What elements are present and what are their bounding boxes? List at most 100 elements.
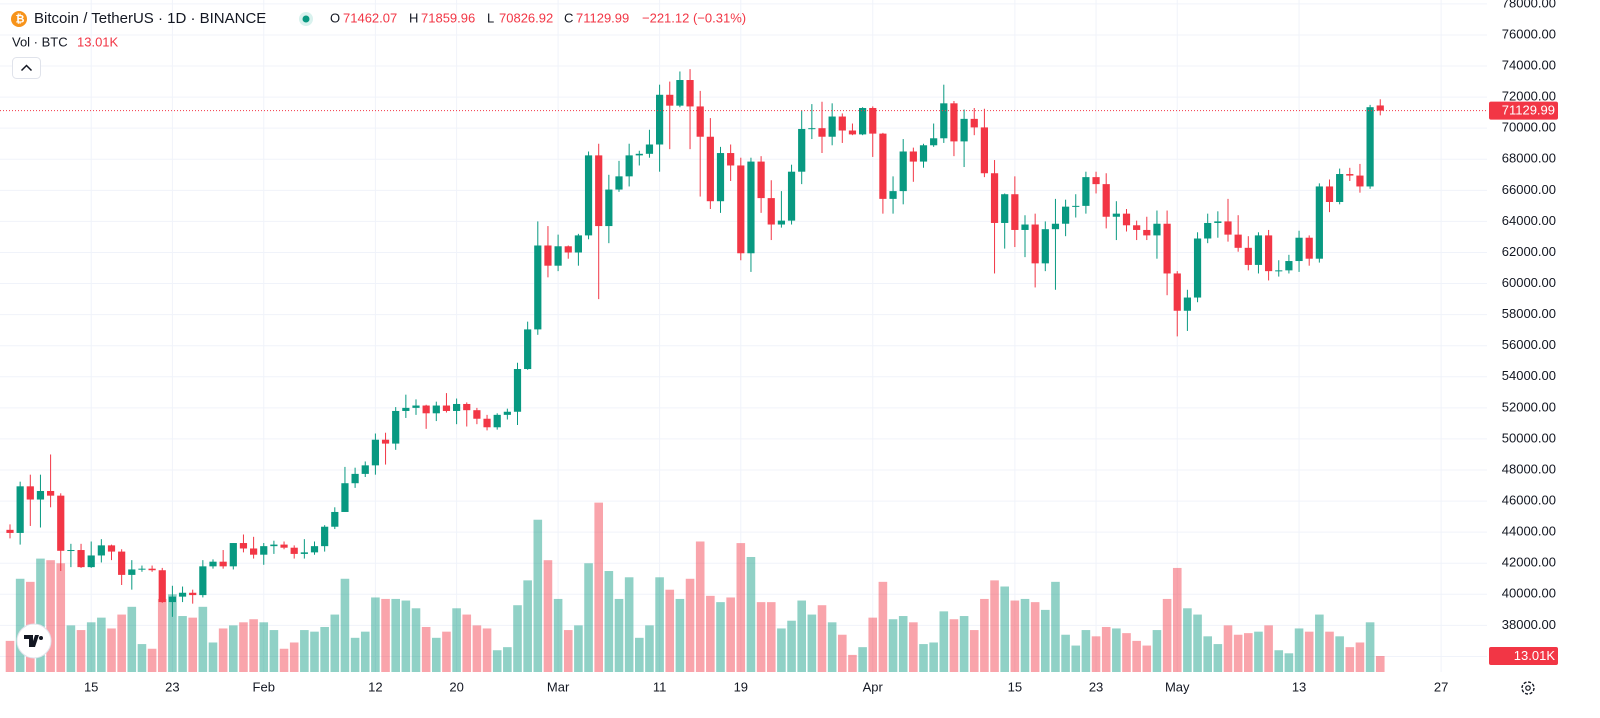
candle-body — [1082, 177, 1090, 206]
volume-bar — [1071, 645, 1081, 672]
volume-bar — [980, 598, 989, 672]
volume-bar — [208, 642, 218, 672]
y-tick-label: 64000.00 — [1502, 213, 1556, 228]
volume-bar — [929, 642, 938, 672]
volume-bar — [503, 647, 512, 672]
volume-bar — [543, 560, 553, 672]
candle-body — [1062, 206, 1070, 224]
candle-body — [584, 155, 593, 236]
volume-bar — [421, 626, 431, 672]
volume-bar — [279, 648, 289, 672]
volume-bar — [513, 605, 522, 672]
candle-body — [960, 118, 968, 142]
candle-body — [260, 546, 268, 555]
volume-bar — [117, 614, 126, 672]
candle-body — [980, 127, 988, 174]
y-tick-label: 78000.00 — [1502, 0, 1556, 10]
candle-body — [77, 550, 85, 568]
candle-body — [270, 544, 278, 547]
y-tick-label: 68000.00 — [1502, 151, 1556, 166]
x-tick-label: 12 — [368, 679, 382, 694]
candle-body — [67, 550, 75, 552]
settings-gear-hub — [1525, 685, 1531, 691]
volume-bar — [340, 578, 350, 672]
candle-body — [970, 118, 978, 128]
volume-bar — [716, 602, 725, 672]
candle-body — [889, 191, 897, 199]
candle-body — [1356, 175, 1364, 187]
volume-bar — [1213, 644, 1223, 672]
candle-body — [767, 198, 775, 225]
y-tick-label: 50000.00 — [1502, 430, 1556, 445]
volume-value: 13.01K — [77, 34, 119, 49]
volume-bar — [655, 577, 664, 672]
x-tick-label: 23 — [1089, 679, 1103, 694]
y-tick-label: 38000.00 — [1502, 617, 1556, 632]
y-tick-label: 58000.00 — [1502, 306, 1556, 321]
x-tick-label: 23 — [165, 679, 179, 694]
y-tick-label: 72000.00 — [1502, 89, 1556, 104]
market-status-dot — [302, 15, 310, 23]
candle-body — [716, 153, 725, 202]
volume-bar — [746, 556, 756, 672]
candle-body — [615, 176, 623, 190]
volume-bar — [1345, 647, 1355, 672]
y-tick-label: 40000.00 — [1502, 586, 1556, 601]
candle-body — [229, 543, 237, 567]
volume-bar — [107, 628, 116, 672]
volume-bar — [574, 625, 583, 672]
volume-bar — [472, 625, 482, 672]
candle-body — [290, 547, 298, 554]
logo-glyph — [24, 635, 39, 647]
candle-body — [1051, 223, 1060, 230]
y-tick-label: 74000.00 — [1502, 57, 1556, 72]
candle-body — [463, 403, 471, 411]
y-tick-label: 56000.00 — [1502, 337, 1556, 352]
candle-body — [940, 103, 948, 139]
volume-bar — [127, 606, 137, 672]
candle-body — [635, 153, 643, 156]
y-tick-label: 42000.00 — [1502, 555, 1556, 570]
symbol-icon — [11, 11, 27, 27]
candle-body — [483, 418, 491, 428]
candle-body — [737, 165, 745, 254]
volume-bar — [1264, 625, 1273, 672]
ohlc-value: 71462.07 — [343, 10, 397, 25]
settings-button[interactable] — [1521, 681, 1535, 695]
volume-bar — [1284, 653, 1294, 672]
candle-body — [219, 561, 227, 567]
volume-bar — [1152, 630, 1162, 672]
candle-body — [1204, 222, 1212, 239]
volume-bar — [218, 628, 228, 672]
volume-bar — [898, 616, 908, 672]
candle-body — [1325, 186, 1334, 202]
candle-body — [1295, 237, 1303, 262]
candle-body — [432, 405, 440, 414]
volume-bar — [1223, 625, 1233, 672]
last-price-label: 71129.99 — [1502, 103, 1555, 118]
volume-bar — [391, 598, 400, 672]
candle-body — [909, 151, 917, 162]
volume-bar — [909, 622, 918, 672]
volume-bar — [5, 640, 15, 672]
volume-bar — [1101, 626, 1111, 672]
volume-bar — [1000, 586, 1009, 672]
x-tick-label: 27 — [1434, 679, 1448, 694]
candle-body — [1041, 229, 1049, 264]
volume-bar — [1233, 634, 1243, 672]
volume-bar — [249, 619, 258, 672]
volume-tag — [1489, 646, 1558, 665]
candle-body — [1001, 194, 1009, 223]
volume-bar — [817, 605, 827, 672]
y-tick-label: 66000.00 — [1502, 182, 1556, 197]
collapse-button[interactable] — [12, 57, 41, 79]
volume-bar — [36, 558, 45, 672]
volume-bar — [411, 608, 421, 672]
volume-bar — [838, 634, 847, 672]
volume-bar — [878, 581, 888, 672]
candle-body — [189, 592, 197, 596]
volume-bar — [492, 650, 502, 672]
volume-bar — [1112, 628, 1121, 672]
